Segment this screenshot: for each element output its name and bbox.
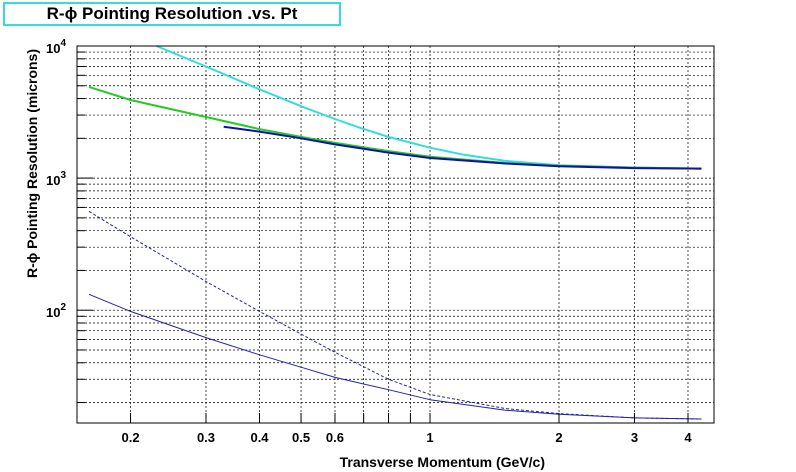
x-tick-label: 0.4 [250, 430, 269, 445]
chart-title: R-ϕ Pointing Resolution .vs. Pt [46, 4, 298, 23]
x-tick-label: 0.2 [121, 430, 139, 445]
series-line-4 [88, 210, 702, 420]
y-tick-label: 104 [46, 38, 66, 56]
x-tick-label: 2 [555, 430, 562, 445]
x-tick-label: 4 [684, 430, 692, 445]
series-line-2 [88, 85, 702, 170]
y-tick-label: 103 [46, 170, 66, 188]
x-tick-label: 3 [631, 430, 638, 445]
y-axis-title: R-ϕ Pointing Resolution (microns) [24, 49, 40, 278]
plot-frame [76, 45, 715, 424]
series-lines [88, 45, 702, 420]
series-line-3 [223, 125, 702, 170]
chart-title-box: R-ϕ Pointing Resolution .vs. Pt [3, 2, 341, 26]
series-line-5 [88, 293, 702, 420]
axis-ticks [77, 45, 689, 423]
y-tick-label: 102 [46, 302, 66, 320]
x-tick-label: 1 [426, 430, 433, 445]
x-axis-title: Transverse Momentum (GeV/c) [340, 454, 545, 470]
x-tick-label: 0.6 [326, 430, 344, 445]
tick-labels: 0.2 0.3 0.4 0.5 0.6 1 2 3 4 102 103 104 [46, 38, 692, 445]
x-tick-label: 0.3 [197, 430, 215, 445]
x-tick-label: 0.5 [292, 430, 310, 445]
series-line-1 [156, 45, 702, 170]
grid-lines [77, 45, 714, 423]
